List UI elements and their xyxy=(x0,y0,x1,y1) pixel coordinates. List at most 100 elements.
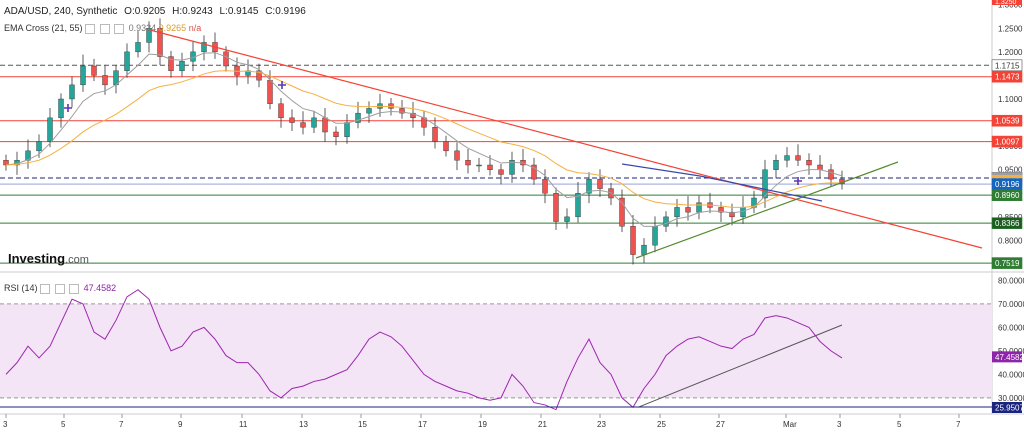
rsi-band xyxy=(0,303,992,398)
price-tag xyxy=(991,217,1023,229)
price-tag xyxy=(991,135,1023,148)
candle-body xyxy=(663,216,669,227)
time-tick-label: 5 xyxy=(61,420,66,429)
rsi-visibility-icon[interactable] xyxy=(40,283,51,294)
candle-body xyxy=(47,117,53,142)
price-tick-label: 1.3000 xyxy=(998,1,1023,10)
rsi-low-tag-label: 25.9507 xyxy=(995,404,1024,413)
time-tick-label: 15 xyxy=(358,420,367,429)
candle-body xyxy=(168,56,174,71)
price-tag xyxy=(991,114,1023,127)
candle-body xyxy=(410,112,416,119)
time-tick-label: 23 xyxy=(597,420,606,429)
candle-body xyxy=(333,131,339,137)
candle-body xyxy=(806,160,812,166)
low-value: L:0.9145 xyxy=(219,6,259,17)
candle-body xyxy=(784,155,790,161)
cross-marker xyxy=(278,81,286,89)
price-tag-label: 0.8960 xyxy=(995,191,1020,200)
candle-body xyxy=(135,42,141,53)
logo-text: Investing xyxy=(8,251,66,266)
descending-trendline xyxy=(149,29,983,249)
settings-icon[interactable] xyxy=(99,23,110,34)
ema-legend: EMA Cross (21, 55) 0.9324 0.9265 n/a xyxy=(4,23,201,34)
symbol-label[interactable]: ADA/USD, 240, Synthetic xyxy=(4,6,118,17)
rsi-legend: RSI (14) 47.4582 xyxy=(4,283,116,294)
price-tick-label: 1.2500 xyxy=(998,24,1023,33)
candle-body xyxy=(146,28,152,43)
candle-body xyxy=(465,160,471,166)
candle-body xyxy=(630,226,636,255)
candle-body xyxy=(223,51,229,67)
price-tag-label: 1.0539 xyxy=(995,117,1020,126)
ema-label[interactable]: EMA Cross (21, 55) xyxy=(4,23,83,33)
close-value: C:0.9196 xyxy=(265,6,306,17)
candle-body xyxy=(487,164,493,170)
cross-marker xyxy=(794,177,802,185)
candle-body xyxy=(278,103,284,119)
candle-body xyxy=(289,117,295,123)
candle-body xyxy=(476,164,482,167)
candle-body xyxy=(619,197,625,227)
candle-body xyxy=(366,108,372,114)
chart-header: ADA/USD, 240, Synthetic O:0.9205 H:0.924… xyxy=(4,6,310,17)
candle-body xyxy=(498,169,504,175)
investing-logo: Investing.com xyxy=(8,251,89,266)
time-tick-label: Mar xyxy=(783,420,797,429)
candle-body xyxy=(91,65,97,76)
time-tick-label: 3 xyxy=(837,420,842,429)
time-tick-label: 9 xyxy=(178,420,183,429)
rsi-settings-icon[interactable] xyxy=(54,283,65,294)
price-tick-label: 1.2000 xyxy=(998,48,1023,57)
rsi-label[interactable]: RSI (14) xyxy=(4,283,38,293)
candle-body xyxy=(564,216,570,222)
visibility-icon[interactable] xyxy=(85,23,96,34)
ema-slow-line xyxy=(5,70,843,208)
price-tag-label: 0.8366 xyxy=(995,219,1020,228)
candle-body xyxy=(102,75,108,86)
candle-body xyxy=(432,127,438,142)
candle-body xyxy=(80,65,86,86)
candle-body xyxy=(674,207,680,218)
candle-body xyxy=(597,178,603,189)
price-tag xyxy=(991,70,1023,83)
time-tick-label: 21 xyxy=(538,420,547,429)
candle-body xyxy=(718,207,724,213)
candle-body xyxy=(399,108,405,114)
candle-body xyxy=(531,164,537,180)
ema-slow-value: 0.9265 xyxy=(158,23,187,33)
logo-suffix: .com xyxy=(65,254,89,266)
open-value: O:0.9205 xyxy=(124,6,166,17)
price-tick-label: 0.8000 xyxy=(998,236,1023,245)
candle-body xyxy=(300,122,306,128)
candle-body xyxy=(795,155,801,161)
candle-body xyxy=(69,84,75,100)
price-tag xyxy=(991,189,1023,201)
close-icon[interactable] xyxy=(114,23,125,34)
price-tick-label: 0.9500 xyxy=(998,166,1023,175)
time-tick-label: 7 xyxy=(956,420,961,429)
rsi-trendline xyxy=(637,324,843,408)
time-tick-label: 25 xyxy=(657,420,666,429)
candle-body xyxy=(828,169,834,180)
high-value: H:0.9243 xyxy=(172,6,213,17)
candle-body xyxy=(311,117,317,128)
candle-body xyxy=(179,61,185,71)
top-price-tag xyxy=(992,0,1022,5)
rsi-value: 47.4582 xyxy=(83,283,117,293)
candle-body xyxy=(124,51,130,71)
time-tick-label: 17 xyxy=(418,420,427,429)
blue-trendline xyxy=(621,163,823,202)
candle-body xyxy=(509,160,515,175)
time-tick-label: 27 xyxy=(716,420,725,429)
candle-body xyxy=(652,226,658,246)
top-price-tag-label: 1.3250 xyxy=(995,0,1017,6)
candle-body xyxy=(201,42,207,53)
candle-body xyxy=(641,244,647,255)
candle-body xyxy=(575,193,581,218)
rsi-close-icon[interactable] xyxy=(69,283,80,294)
